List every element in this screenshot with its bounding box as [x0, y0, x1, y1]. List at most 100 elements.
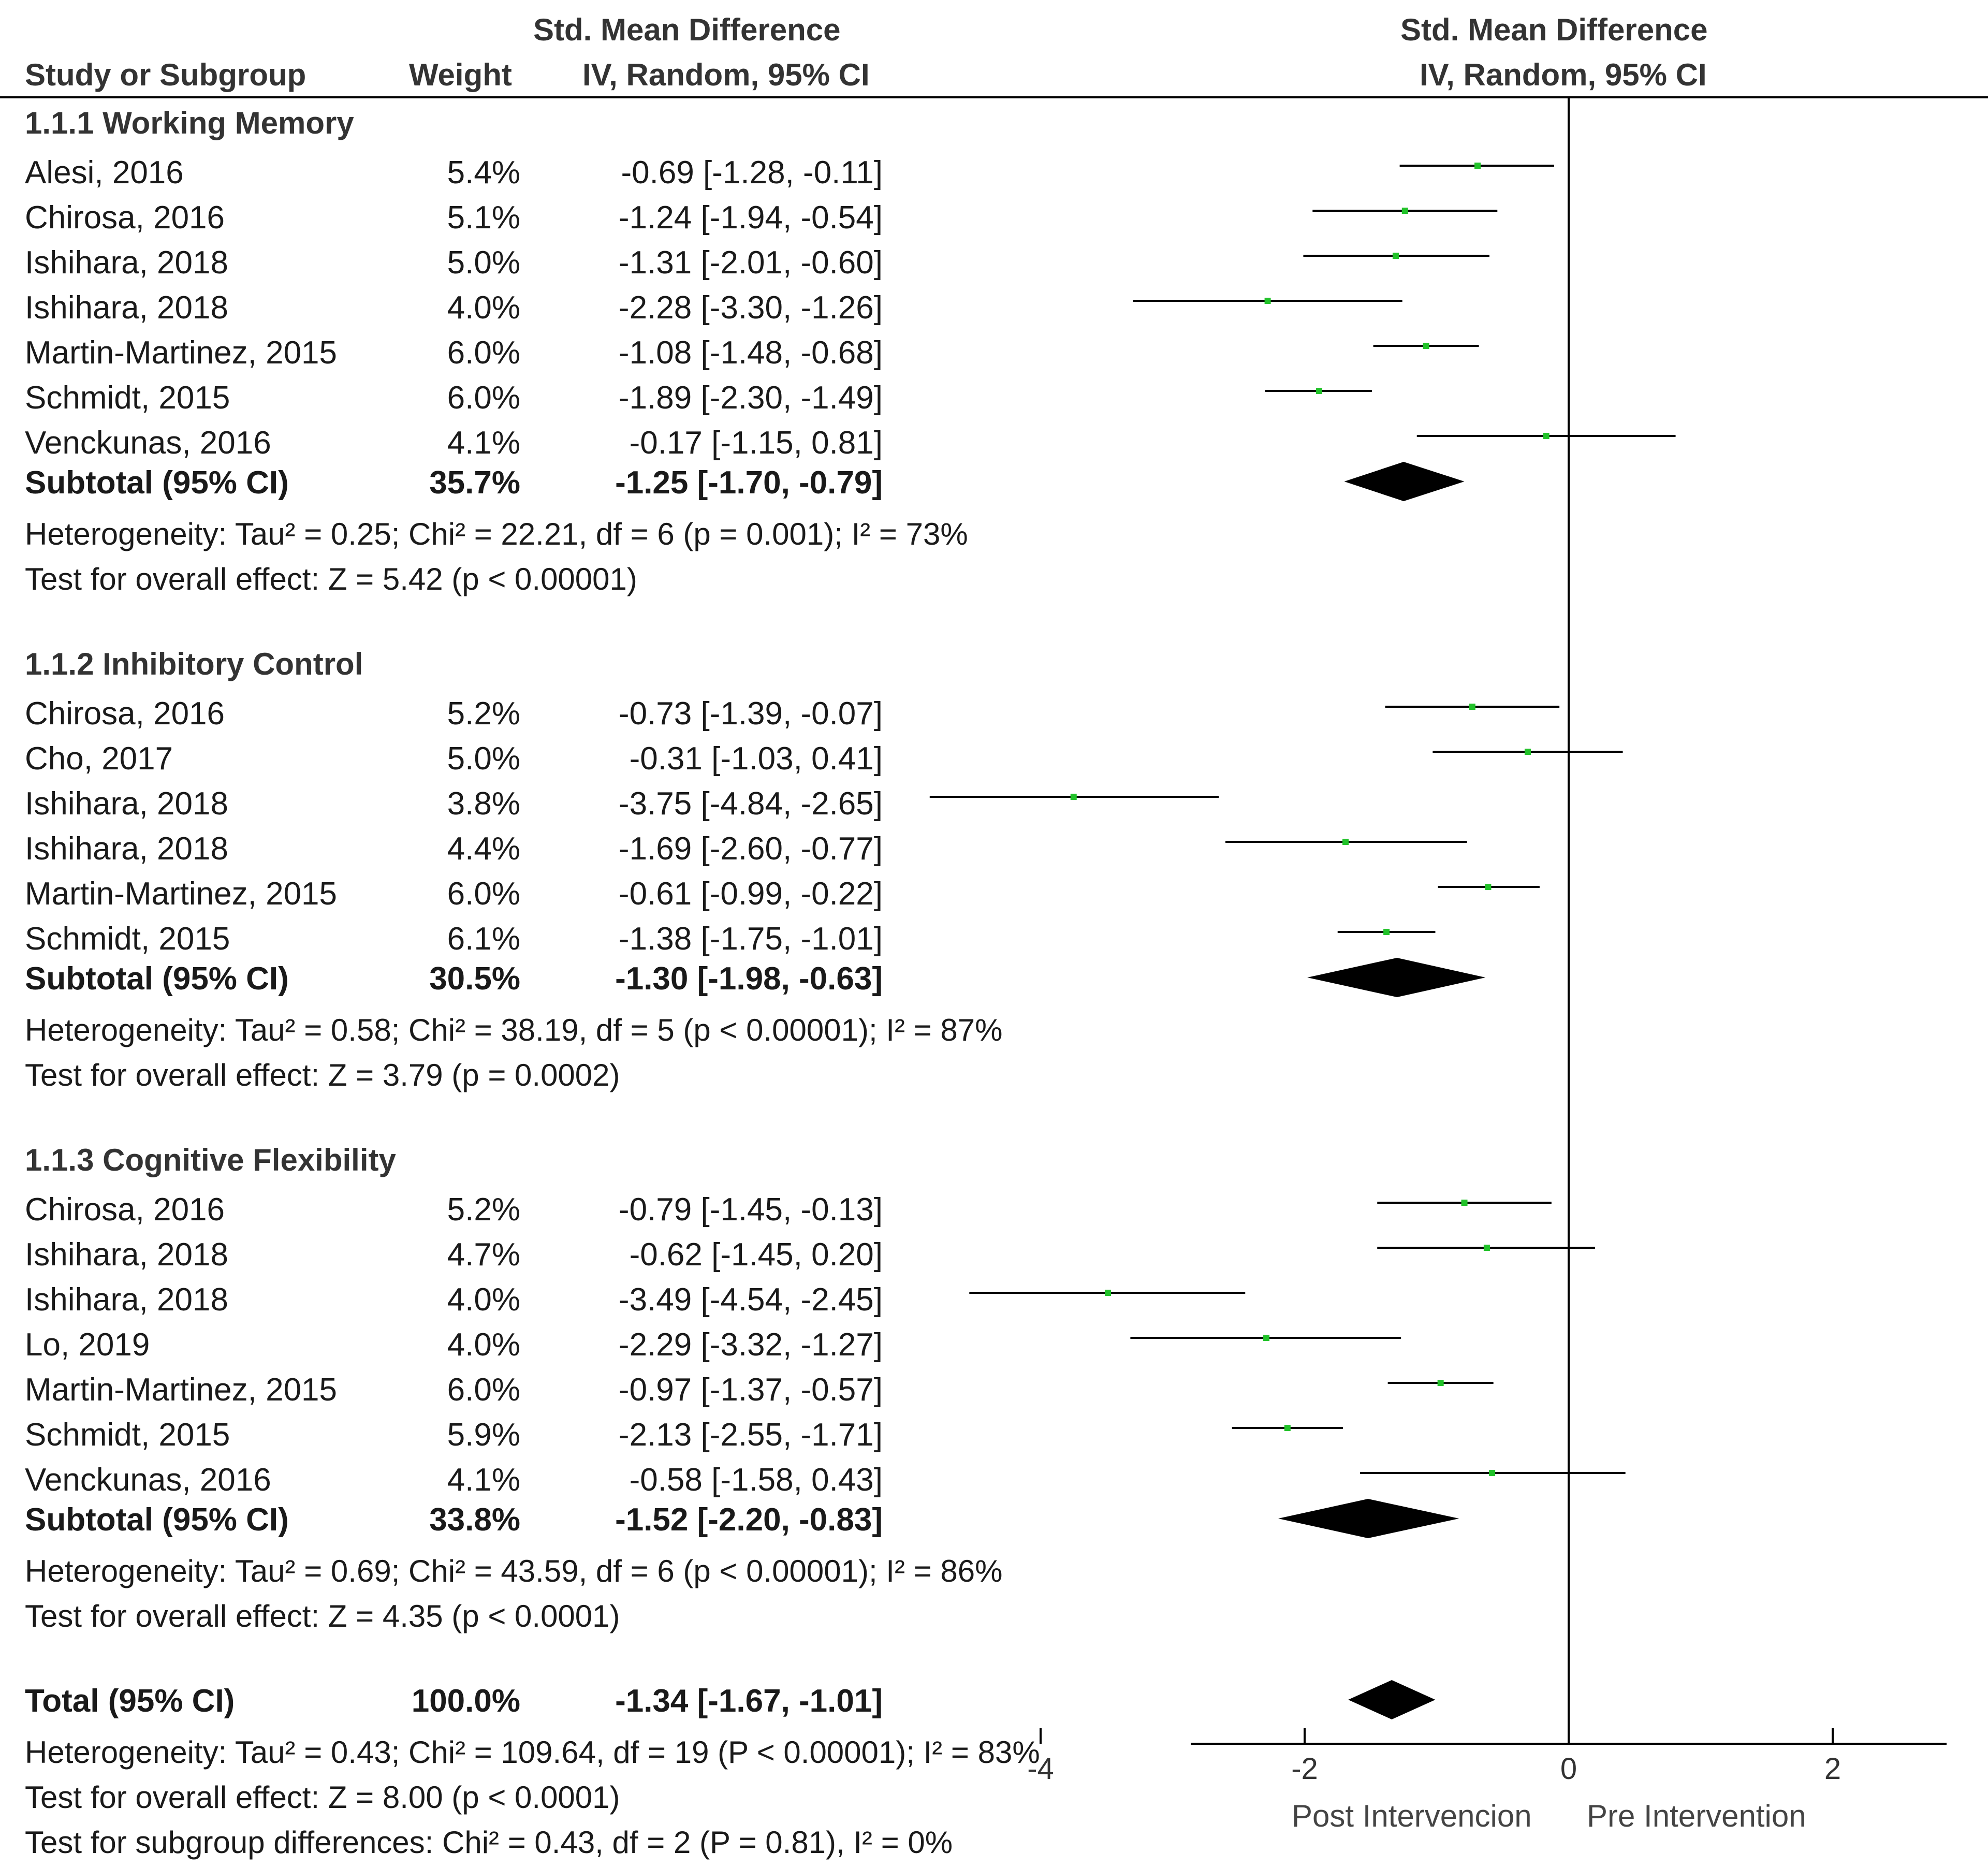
study-weight: 5.0% — [447, 245, 520, 281]
study-name: Ishihara, 2018 — [25, 786, 228, 822]
study-ci: -1.69 [-2.60, -0.77] — [618, 831, 883, 867]
study-ci: -2.13 [-2.55, -1.71] — [618, 1417, 883, 1453]
study-ci: -2.29 [-3.32, -1.27] — [618, 1327, 883, 1363]
study-ci: -0.17 [-1.15, 0.81] — [629, 425, 883, 461]
study-weight: 6.0% — [447, 380, 520, 416]
study-column-header: Study or Subgroup — [25, 57, 306, 92]
smd-column-title: Std. Mean Difference — [533, 12, 841, 47]
study-name: Ishihara, 2018 — [25, 245, 228, 281]
study-point — [1489, 1470, 1496, 1476]
subtotal-label: Subtotal (95% CI) — [25, 961, 289, 997]
study-point — [1423, 343, 1429, 349]
study-weight: 4.0% — [447, 290, 520, 326]
total-weight: 100.0% — [411, 1683, 520, 1719]
overall-effect-text: Test for overall effect: Z = 3.79 (p = 0… — [25, 1058, 620, 1092]
study-name: Schmidt, 2015 — [25, 1417, 230, 1453]
x-axis-label-left: Post Intervencion — [1292, 1799, 1532, 1833]
header-divider — [0, 96, 1988, 98]
study-weight: 5.1% — [447, 200, 520, 236]
study-ci: -1.08 [-1.48, -0.68] — [618, 335, 883, 371]
study-name: Martin-Martinez, 2015 — [25, 876, 338, 912]
study-ci: -1.89 [-2.30, -1.49] — [618, 380, 883, 416]
study-point — [1401, 208, 1408, 214]
study-name: Lo, 2019 — [25, 1327, 150, 1363]
overall-effect-text: Test for overall effect: Z = 5.42 (p < 0… — [25, 562, 637, 596]
study-weight: 6.0% — [447, 1372, 520, 1408]
study-name: Ishihara, 2018 — [25, 831, 228, 867]
study-name: Schmidt, 2015 — [25, 921, 230, 957]
study-weight: 4.0% — [447, 1282, 520, 1318]
weight-column-header: Weight — [409, 57, 512, 92]
study-weight: 5.2% — [447, 696, 520, 732]
study-name: Alesi, 2016 — [25, 155, 184, 191]
smd-column-method: IV, Random, 95% CI — [582, 57, 870, 92]
study-ci: -0.61 [-0.99, -0.22] — [618, 876, 883, 912]
study-weight: 5.2% — [447, 1192, 520, 1228]
study-point — [1264, 298, 1271, 304]
study-point — [1105, 1290, 1112, 1296]
subtotal-ci: -1.25 [-1.70, -0.79] — [615, 465, 883, 501]
study-point — [1469, 704, 1475, 710]
subtotal-weight: 35.7% — [429, 465, 520, 501]
study-ci: -0.62 [-1.45, 0.20] — [629, 1237, 883, 1273]
study-point — [1437, 1380, 1444, 1386]
plot-method: IV, Random, 95% CI — [1420, 57, 1707, 92]
study-name: Chirosa, 2016 — [25, 696, 225, 732]
subtotal-ci: -1.52 [-2.20, -0.83] — [615, 1502, 883, 1538]
subtotal-label: Subtotal (95% CI) — [25, 465, 289, 501]
study-name: Martin-Martinez, 2015 — [25, 335, 338, 371]
study-weight: 4.0% — [447, 1327, 520, 1363]
plot-title: Std. Mean Difference — [1400, 12, 1708, 47]
study-weight: 4.7% — [447, 1237, 520, 1273]
study-name: Ishihara, 2018 — [25, 1237, 228, 1273]
study-point — [1070, 794, 1077, 800]
total-heterogeneity-text: Heterogeneity: Tau² = 0.43; Chi² = 109.6… — [25, 1735, 1040, 1770]
overall-effect-text: Test for overall effect: Z = 4.35 (p < 0… — [25, 1599, 620, 1633]
study-point — [1474, 163, 1481, 169]
study-weight: 5.0% — [447, 741, 520, 777]
study-ci: -0.73 [-1.39, -0.07] — [618, 696, 883, 732]
study-weight: 4.4% — [447, 831, 520, 867]
group-title: 1.1.2 Inhibitory Control — [25, 647, 363, 681]
total-diamond — [1348, 1680, 1436, 1719]
study-weight: 6.0% — [447, 335, 520, 371]
study-ci: -1.31 [-2.01, -0.60] — [618, 245, 883, 281]
study-weight: 4.1% — [447, 425, 520, 461]
total-label: Total (95% CI) — [25, 1683, 235, 1719]
study-ci: -2.28 [-3.30, -1.26] — [618, 290, 883, 326]
study-name: Chirosa, 2016 — [25, 200, 225, 236]
heterogeneity-text: Heterogeneity: Tau² = 0.69; Chi² = 43.59… — [25, 1554, 1003, 1588]
study-ci: -0.69 [-1.28, -0.11] — [621, 155, 883, 191]
study-point — [1485, 884, 1492, 890]
study-name: Ishihara, 2018 — [25, 1282, 228, 1318]
study-name: Martin-Martinez, 2015 — [25, 1372, 338, 1408]
study-point — [1524, 749, 1531, 755]
subtotal-label: Subtotal (95% CI) — [25, 1502, 289, 1538]
study-name: Cho, 2017 — [25, 741, 173, 777]
x-tick-label: 2 — [1824, 1752, 1841, 1786]
group-title: 1.1.3 Cognitive Flexibility — [25, 1143, 396, 1177]
study-point — [1543, 433, 1550, 439]
study-point — [1461, 1200, 1468, 1206]
study-name: Schmidt, 2015 — [25, 380, 230, 416]
total-overall-effect-text: Test for overall effect: Z = 8.00 (p < 0… — [25, 1780, 620, 1815]
total-ci: -1.34 [-1.67, -1.01] — [615, 1683, 883, 1719]
subtotal-diamond — [1344, 462, 1465, 501]
subtotal-ci: -1.30 [-1.98, -0.63] — [615, 961, 883, 997]
study-ci: -0.31 [-1.03, 0.41] — [629, 741, 883, 777]
study-name: Venckunas, 2016 — [25, 425, 271, 461]
study-ci: -0.97 [-1.37, -0.57] — [618, 1372, 883, 1408]
subtotal-diamond — [1307, 958, 1486, 997]
group-title: 1.1.1 Working Memory — [25, 106, 354, 140]
study-weight: 6.0% — [447, 876, 520, 912]
study-ci: -3.49 [-4.54, -2.45] — [618, 1282, 883, 1318]
x-tick-label: -4 — [1027, 1752, 1054, 1786]
x-tick-label: 0 — [1560, 1752, 1577, 1786]
study-name: Venckunas, 2016 — [25, 1462, 271, 1498]
heterogeneity-text: Heterogeneity: Tau² = 0.25; Chi² = 22.21… — [25, 517, 968, 551]
study-weight: 3.8% — [447, 786, 520, 822]
x-axis-label-right: Pre Intervention — [1587, 1799, 1806, 1833]
subtotal-weight: 33.8% — [429, 1502, 520, 1538]
